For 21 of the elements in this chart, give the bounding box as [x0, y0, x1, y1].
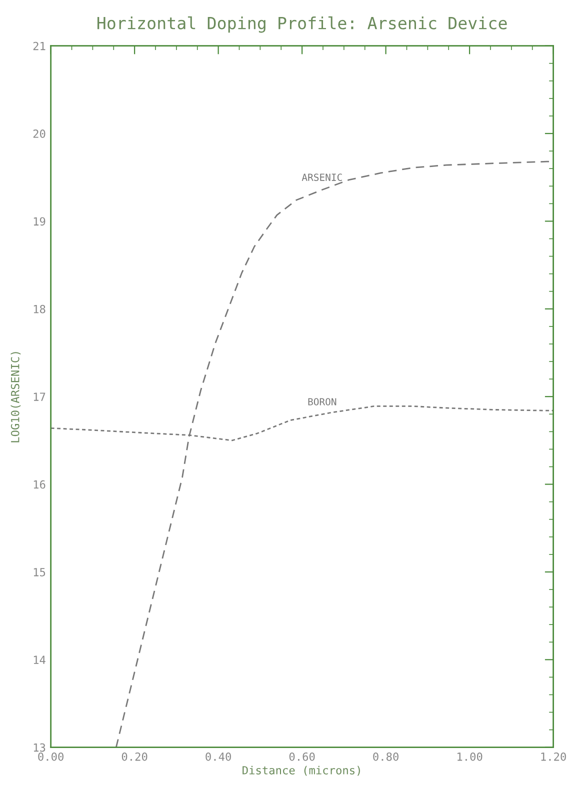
x-tick-label: 0.00 [38, 752, 64, 761]
x-tick-label: 0.80 [373, 752, 398, 761]
series-label: BORON [308, 398, 336, 406]
y-axis-title: LOG10(ARSENIC) [10, 352, 21, 442]
y-tick-label: 21 [33, 42, 46, 50]
y-tick-label: 19 [34, 217, 46, 226]
x-axis-title: Distance (microns) [242, 766, 360, 776]
x-tick-label: 0.40 [206, 752, 231, 761]
series-label: ARSENIC [302, 174, 342, 181]
y-tick-label: 14 [34, 656, 46, 664]
x-tick-label: 0.20 [122, 752, 148, 761]
y-tick-label: 20 [33, 130, 46, 138]
x-tick-label: 1.00 [458, 752, 482, 761]
y-tick-label: 16 [34, 480, 46, 489]
y-tick-label: 15 [34, 568, 46, 576]
y-tick-label: 13 [34, 743, 46, 752]
x-tick-label: 1.20 [541, 752, 566, 761]
x-tick-label: 0.60 [289, 752, 315, 761]
chart-title: Horizontal Doping Profile: Arsenic Device [97, 16, 507, 33]
y-tick-label: 18 [34, 304, 46, 314]
y-tick-label: 17 [34, 392, 46, 401]
